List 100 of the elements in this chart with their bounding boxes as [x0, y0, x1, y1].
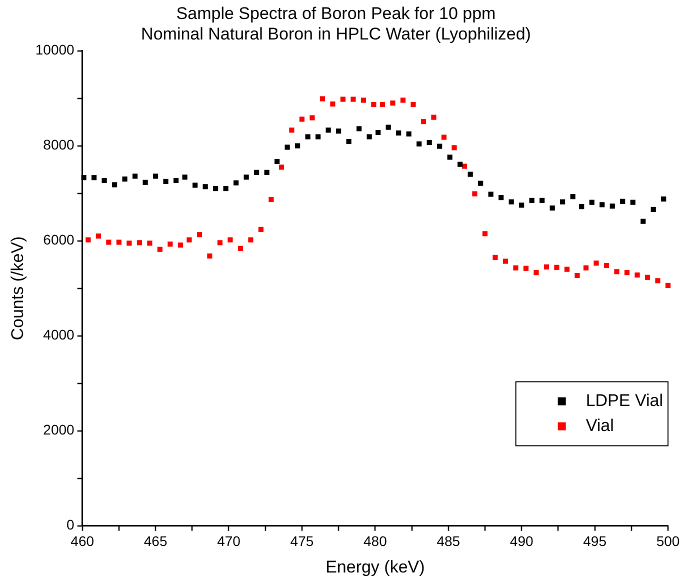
point	[157, 246, 162, 252]
x-tick-label: 500	[656, 533, 680, 550]
point	[665, 282, 671, 288]
legend-label: Vial	[586, 416, 614, 435]
point	[614, 269, 620, 274]
point	[574, 272, 580, 278]
x-tick-label: 485	[436, 533, 460, 550]
point	[207, 253, 212, 259]
point	[502, 258, 508, 264]
point	[320, 96, 325, 102]
point	[268, 196, 274, 202]
point	[410, 102, 416, 108]
y-tick-label: 10000	[35, 42, 75, 58]
point	[196, 232, 202, 238]
x-tick-label: 490	[510, 533, 534, 550]
point	[589, 200, 594, 205]
point	[228, 237, 233, 242]
point	[289, 128, 294, 133]
point	[498, 195, 504, 200]
point	[441, 134, 447, 140]
point	[126, 240, 132, 246]
point	[554, 264, 560, 270]
point	[217, 240, 223, 246]
point	[624, 270, 630, 276]
point	[447, 154, 452, 160]
point	[468, 172, 473, 177]
point	[482, 231, 488, 236]
point	[278, 164, 284, 170]
point	[132, 174, 138, 179]
point	[310, 115, 315, 120]
point	[661, 196, 666, 202]
point	[238, 246, 244, 251]
point	[380, 102, 386, 108]
point	[371, 102, 376, 108]
point	[579, 204, 584, 210]
point	[295, 143, 300, 148]
point	[168, 242, 173, 247]
point	[655, 278, 660, 284]
point	[390, 100, 396, 106]
point	[534, 270, 539, 276]
y-tick-label: 4000	[43, 326, 75, 343]
x-tick-label: 465	[144, 533, 168, 550]
y-tick-label: 2000	[43, 422, 75, 438]
point	[386, 124, 391, 130]
point	[213, 186, 218, 192]
point	[92, 175, 97, 180]
legend-label: LDPE Vial	[586, 390, 664, 410]
point	[604, 262, 610, 268]
point	[452, 145, 457, 150]
point	[564, 266, 570, 272]
y-tick-label: 0	[66, 516, 75, 533]
point	[356, 126, 362, 132]
point	[544, 264, 550, 270]
point	[400, 98, 406, 103]
y-tick-label: 6000	[43, 232, 75, 248]
point	[431, 114, 436, 120]
point	[173, 178, 179, 184]
point	[112, 182, 118, 188]
point	[570, 194, 576, 200]
x-axis-title: Energy (keV)	[326, 557, 425, 576]
point	[488, 192, 494, 197]
x-tick-label: 470	[217, 533, 241, 550]
point	[523, 266, 529, 271]
x-tick-label: 460	[70, 533, 94, 550]
point	[529, 198, 534, 203]
point	[630, 200, 636, 205]
point	[234, 180, 239, 186]
point	[248, 237, 254, 242]
point	[264, 170, 270, 175]
point	[350, 96, 356, 102]
point	[223, 186, 228, 192]
point	[426, 140, 432, 146]
point	[360, 98, 366, 103]
y-tick-label: 8000	[43, 136, 75, 153]
chart-title: Sample Spectra of Boron Peak for 10 ppm Nominal Natural Boron in HPLC Water (Lyophilized)	[141, 4, 531, 44]
point	[478, 180, 484, 186]
point	[472, 191, 478, 196]
point	[192, 182, 198, 188]
point	[462, 164, 468, 169]
point	[396, 130, 402, 136]
point	[458, 162, 463, 167]
point	[540, 198, 545, 203]
point	[305, 134, 310, 140]
point	[284, 144, 290, 150]
point	[254, 170, 260, 175]
point	[492, 254, 498, 260]
point	[336, 128, 342, 134]
point	[340, 96, 346, 102]
point	[258, 226, 264, 232]
x-tick-label: 480	[363, 533, 388, 550]
point	[102, 178, 107, 184]
point	[202, 184, 208, 190]
point	[152, 174, 158, 179]
point	[560, 199, 566, 204]
point	[186, 237, 192, 242]
point	[299, 116, 304, 122]
point	[142, 180, 148, 185]
x-tick-label: 495	[583, 533, 607, 550]
point	[136, 240, 142, 246]
point	[406, 131, 412, 136]
